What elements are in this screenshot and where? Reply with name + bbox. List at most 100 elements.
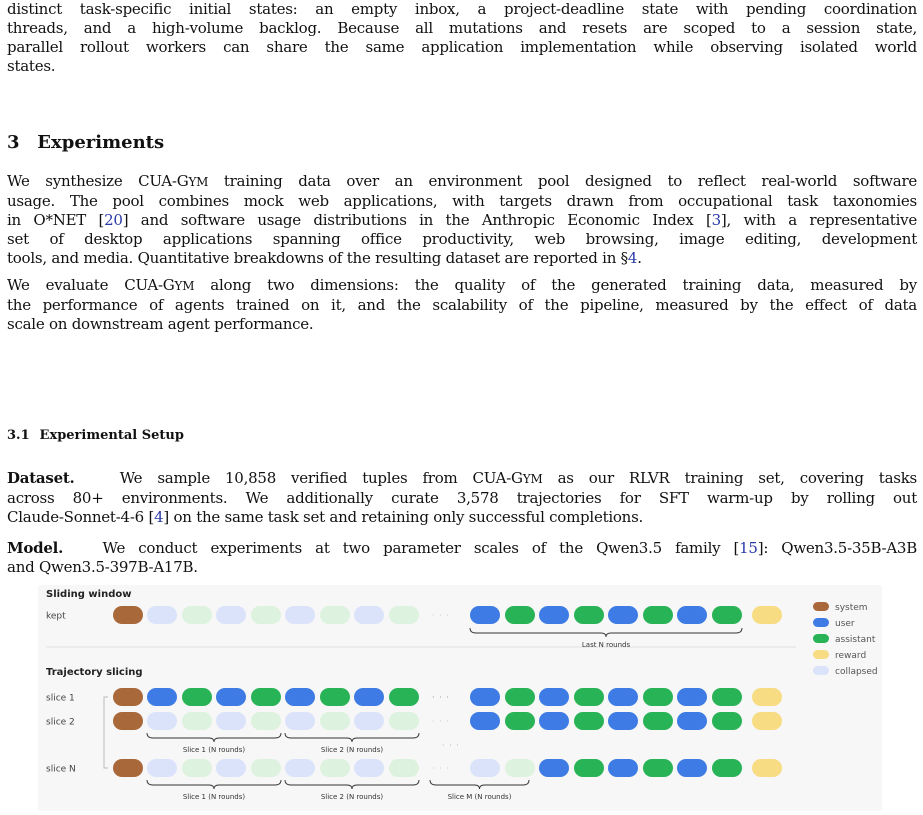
citation-link[interactable]: 15 [739,539,758,557]
assistant-token [251,688,281,706]
model-line: and Qwen3.5-397B-A17B. [7,558,198,576]
intro-line: threads, and a high-volume backlog. Beca… [7,19,917,37]
subsection-number: 3.1 [7,428,30,443]
user-token [285,712,315,730]
assistant-token [389,759,419,777]
user-token [285,688,315,706]
user-token [677,712,707,730]
section-heading: 3 Experiments [7,132,164,153]
user-token [216,606,246,624]
user-token [285,606,315,624]
vertical-ellipsis: · · · [442,741,460,750]
assistant-token [320,759,350,777]
citation-link[interactable]: 4 [154,508,164,526]
assistant-token [320,688,350,706]
p1-line: in O*NET [20] and software usage distrib… [7,211,917,229]
brace-last-n-rounds-label: Last N rounds [582,641,631,649]
user-token [147,606,177,624]
assistant-token [251,712,281,730]
user-token [608,712,638,730]
p1-line: tools, and media. Quantitative breakdown… [7,249,642,267]
ellipsis: · · · [432,717,450,726]
assistant-token [505,606,535,624]
assistant-token [182,759,212,777]
row-label-kept: kept [46,612,66,622]
p2-line: the performance of agents trained on it,… [7,296,917,314]
assistant-token [574,688,604,706]
user-token [285,759,315,777]
model-line: Model. We conduct experiments at two par… [7,539,917,557]
assistant-token [182,688,212,706]
assistant-token [712,606,742,624]
legend-swatch-system [813,602,829,611]
dataset-line: Claude-Sonnet-4-6 [4] on the same task s… [7,508,644,526]
system-token [113,606,143,624]
assistant-token [712,688,742,706]
model-label: Model. [7,539,64,557]
user-token [147,712,177,730]
system-token [113,688,143,706]
slice-bracket [103,696,108,769]
legend-swatch-assistant [813,634,829,643]
paragraph-model: Model. We conduct experiments at two par… [7,539,917,577]
intro-paragraph: distinct task-specific initial states: a… [7,0,917,76]
dataset-line: Dataset. We sample 10,858 verified tuple… [7,469,917,487]
user-token [677,606,707,624]
figure-canvas: Sliding window Trajectory slicing kept · · … [38,585,882,811]
user-token [354,606,384,624]
assistant-token [389,688,419,706]
assistant-token [182,712,212,730]
user-token [470,606,500,624]
section-link[interactable]: 4 [627,249,638,267]
assistant-token [643,688,673,706]
figure-heading-sliding: Sliding window [46,589,131,600]
assistant-token [505,759,535,777]
assistant-token [574,759,604,777]
legend-swatch-collapsed [813,666,829,675]
citation-link[interactable]: 3 [711,211,722,229]
user-token [608,759,638,777]
intro-line: states. [7,57,56,75]
row-label-slice-N: slice N [46,765,76,775]
brace-slice-2-label: Slice 2 (N rounds) [321,793,384,801]
brace-slice-1 [146,779,282,790]
legend-label-system: system [835,603,868,613]
user-token [354,688,384,706]
row-label-slice-2: slice 2 [46,718,75,728]
reward-token [752,712,782,730]
user-token [608,606,638,624]
subsection-title: Experimental Setup [39,428,184,443]
dataset-label: Dataset. [7,469,75,487]
user-token [354,759,384,777]
reward-token [752,759,782,777]
paragraph-evaluation: We evaluate CUA-GYM along two dimensions… [7,276,917,334]
user-token [354,712,384,730]
section-number: 3 [7,132,20,153]
p2-line: We evaluate CUA-GYM along two dimensions… [7,276,917,294]
dataset-line: across 80+ environments. We additionally… [7,489,917,507]
legend-swatch-reward [813,650,829,659]
assistant-token [251,759,281,777]
assistant-token [505,688,535,706]
user-token [539,712,569,730]
legend-label-reward: reward [835,651,866,661]
ellipsis: · · · [432,611,450,620]
brace-last-n-rounds [469,627,743,638]
citation-link[interactable]: 20 [104,211,123,229]
assistant-token [712,712,742,730]
user-token [677,759,707,777]
system-token [113,712,143,730]
brace-slice-1-label: Slice 1 (N rounds) [183,793,246,801]
user-token [539,688,569,706]
assistant-token [182,606,212,624]
row-label-slice-1: slice 1 [46,694,75,704]
brace-slice-2 [284,732,420,743]
p1-line: usage. The pool combines mock web applic… [7,192,917,210]
assistant-token [574,606,604,624]
context-management-figure: Sliding window Trajectory slicing kept · · … [38,585,882,811]
figure-heading-slicing: Trajectory slicing [46,667,143,678]
intro-line: parallel rollout workers can share the s… [7,38,917,56]
ellipsis: · · · [432,693,450,702]
intro-line: distinct task-specific initial states: a… [7,0,917,18]
legend-label-collapsed: collapsed [835,667,878,677]
